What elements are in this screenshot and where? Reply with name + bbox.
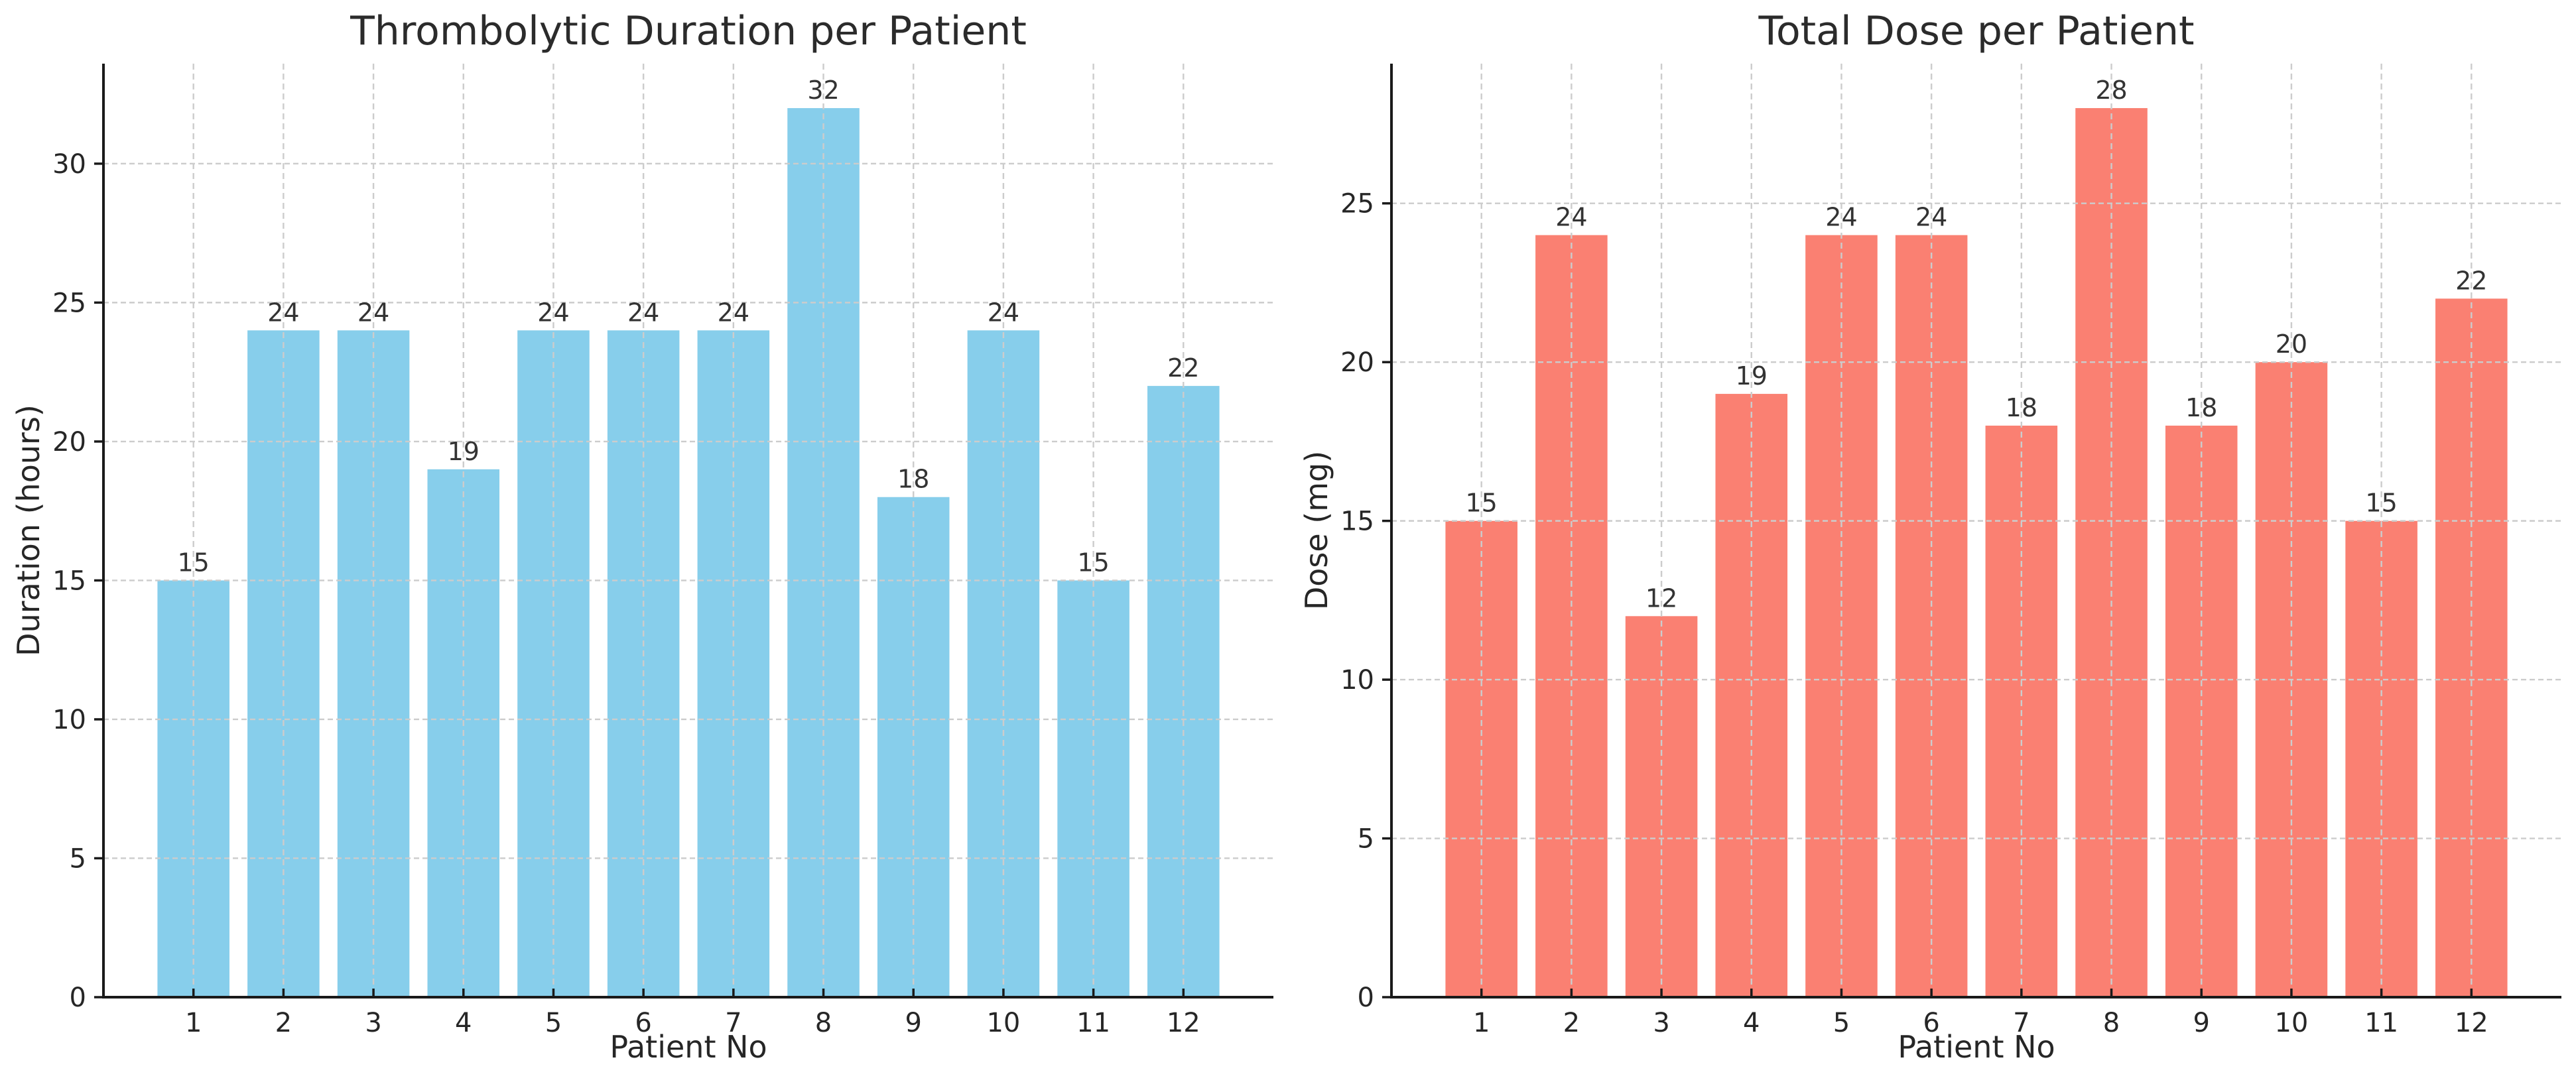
x-tick-label: 5 [545, 1008, 562, 1038]
bar-value-label: 18 [2006, 393, 2037, 422]
bar-patient-11 [1057, 580, 1129, 997]
dose-chart-title: Total Dose per Patient [1758, 8, 2195, 54]
dose-y-axis-label: Dose (mg) [1299, 450, 1334, 611]
duration-x-axis-label: Patient No [610, 1029, 767, 1065]
bar-value-label: 19 [448, 437, 480, 466]
bar-value-label: 24 [988, 298, 1019, 327]
y-tick-label: 0 [70, 983, 86, 1013]
x-tick-label: 12 [1167, 1008, 1200, 1038]
bar-value-label: 15 [1077, 548, 1109, 577]
bar-value-label: 24 [1915, 203, 1947, 232]
bar-value-label: 19 [1736, 361, 1768, 391]
x-tick-label: 2 [1563, 1008, 1580, 1038]
x-tick-label: 4 [455, 1008, 472, 1038]
bar-value-label: 20 [2276, 330, 2307, 359]
x-tick-label: 1 [185, 1008, 202, 1038]
y-tick-label: 15 [52, 566, 86, 596]
x-tick-label: 7 [725, 1008, 741, 1038]
bar-value-label: 32 [807, 76, 839, 105]
x-tick-label: 3 [1653, 1008, 1669, 1038]
x-tick-label: 6 [635, 1008, 651, 1038]
x-tick-label: 2 [275, 1008, 292, 1038]
bar-value-label: 12 [1645, 583, 1677, 613]
y-tick-label: 10 [52, 705, 86, 735]
x-tick-label: 3 [365, 1008, 381, 1038]
x-tick-label: 7 [2013, 1008, 2029, 1038]
dose-x-axis-label: Patient No [1898, 1029, 2055, 1065]
duration-y-axis-label: Duration (hours) [11, 404, 46, 656]
bar-value-label: 18 [897, 465, 929, 494]
bar-patient-1 [157, 580, 229, 997]
duration-chart-title: Thrombolytic Duration per Patient [350, 8, 1027, 54]
bar-value-label: 22 [1167, 353, 1199, 383]
bar-value-label: 15 [2365, 489, 2397, 518]
x-tick-label: 9 [905, 1008, 922, 1038]
duration-chart-panel: 15 24 24 19 24 24 24 32 18 24 15 22 0 5 10 15 20 25 30 1 2 3 4… [11, 8, 1273, 1065]
bar-value-label: 28 [2095, 76, 2127, 105]
bar-value-label: 24 [1825, 203, 1857, 232]
x-tick-label: 12 [2455, 1008, 2488, 1038]
bar-value-label: 22 [2455, 266, 2487, 295]
y-tick-label: 25 [52, 288, 86, 318]
x-tick-label: 9 [2193, 1008, 2210, 1038]
x-tick-label: 10 [2274, 1008, 2308, 1038]
x-tick-label: 1 [1473, 1008, 1490, 1038]
bar-patient-1 [1445, 520, 1517, 997]
bar-value-label: 24 [627, 298, 659, 327]
y-tick-label: 15 [1340, 507, 1374, 537]
x-tick-label: 6 [1923, 1008, 1939, 1038]
bar-patient-11 [2345, 520, 2417, 997]
y-tick-label: 5 [1358, 824, 1374, 855]
bar-value-label: 24 [718, 298, 749, 327]
y-tick-label: 30 [52, 149, 86, 180]
bar-value-label: 15 [1466, 489, 1498, 518]
bar-value-label: 24 [1555, 203, 1587, 232]
bar-value-label: 18 [2185, 393, 2217, 422]
dose-chart-panel: 15 24 12 19 24 24 18 28 18 20 15 22 0 5 10 15 20 25 1 2 3 4 5 6… [1288, 0, 2576, 1090]
x-tick-label: 11 [1076, 1008, 1110, 1038]
bar-value-label: 24 [267, 298, 299, 327]
y-tick-label: 10 [1340, 665, 1374, 696]
x-tick-label: 8 [815, 1008, 832, 1038]
y-tick-label: 5 [70, 843, 86, 874]
bar-value-label: 24 [357, 298, 389, 327]
x-tick-label: 10 [986, 1008, 1020, 1038]
y-tick-label: 20 [52, 427, 86, 457]
x-tick-label: 11 [2364, 1008, 2398, 1038]
y-tick-label: 25 [1340, 189, 1374, 219]
y-tick-label: 20 [1340, 347, 1374, 378]
x-tick-label: 5 [1833, 1008, 1850, 1038]
y-tick-label: 0 [1358, 983, 1374, 1013]
x-tick-label: 4 [1743, 1008, 1760, 1038]
bar-value-label: 24 [537, 298, 569, 327]
x-tick-label: 8 [2103, 1008, 2120, 1038]
bar-value-label: 15 [178, 548, 210, 577]
